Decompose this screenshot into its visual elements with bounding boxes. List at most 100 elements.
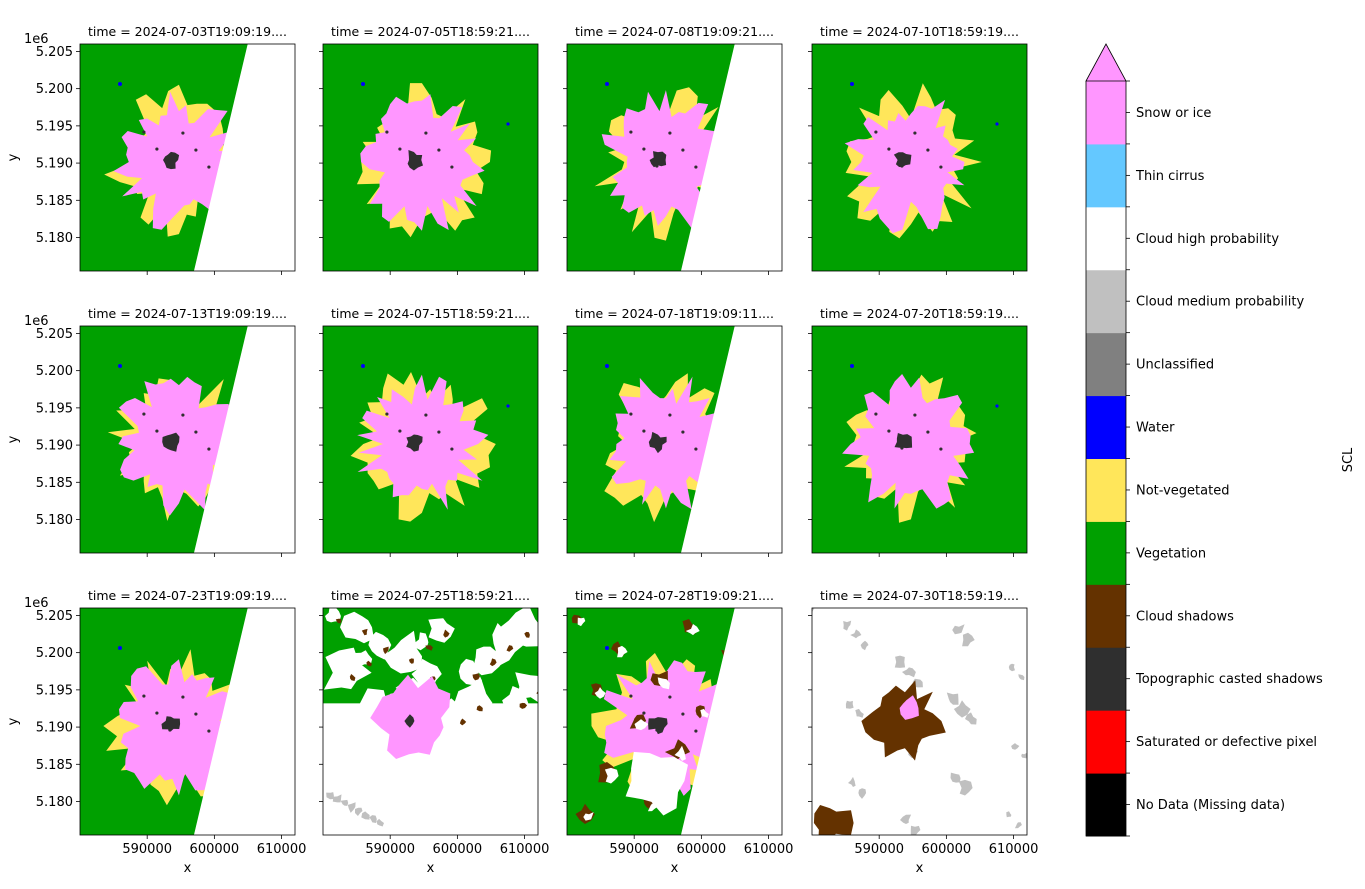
panel-title: time = 2024-07-08T19:09:21....	[575, 24, 774, 39]
scl-image	[80, 326, 295, 553]
x-tick-label: 590000	[854, 842, 904, 857]
y-offset-label: 1e6	[24, 596, 49, 611]
colorbar-label: Topographic casted shadows	[1135, 672, 1323, 687]
y-tick-label: 5.185	[36, 476, 73, 491]
x-tick-label: 590000	[122, 842, 172, 857]
y-tick-label: 5.200	[36, 646, 73, 661]
x-tick-label: 590000	[365, 842, 415, 857]
scl-image	[567, 608, 782, 835]
panel-frame	[322, 325, 539, 554]
panel-frame	[79, 43, 296, 272]
x-axis-label: x	[671, 861, 679, 876]
y-tick-label: 5.195	[36, 401, 73, 416]
y-tick-label: 5.185	[36, 758, 73, 773]
scl-image	[567, 326, 782, 553]
panel-4: time = 2024-07-10T18:59:19....	[808, 24, 1028, 275]
panel-title: time = 2024-07-23T19:09:19....	[88, 588, 287, 603]
colorbar-swatch	[1086, 269, 1126, 334]
x-tick-label: 610000	[500, 842, 550, 857]
panel-9: time = 2024-07-23T19:09:19.... 590000 6000…	[6, 588, 306, 876]
colorbar-label: Water	[1136, 421, 1175, 436]
y-tick-label: 5.195	[36, 683, 73, 698]
panel-title: time = 2024-07-13T19:09:19....	[88, 306, 287, 321]
colorbar-swatch	[1086, 332, 1126, 397]
y-tick-label: 5.200	[36, 82, 73, 97]
colorbar-label: Cloud high probability	[1136, 232, 1279, 247]
x-tick-label: 600000	[922, 842, 972, 857]
colorbar-label: No Data (Missing data)	[1136, 798, 1285, 813]
colorbar-swatch	[1086, 647, 1126, 711]
x-tick-label: 600000	[433, 842, 483, 857]
colorbar-swatch	[1086, 206, 1126, 271]
colorbar-swatch	[1086, 81, 1126, 145]
y-tick-label: 5.190	[36, 157, 73, 172]
panel-frame	[79, 607, 296, 836]
y-axis-label: y	[6, 717, 21, 725]
panel-frame	[79, 325, 296, 554]
x-axis-label: x	[916, 861, 924, 876]
x-axis-label: x	[427, 861, 435, 876]
y-tick-label: 5.195	[36, 119, 73, 134]
y-tick-label: 5.205	[36, 327, 73, 342]
panel-title: time = 2024-07-25T18:59:21....	[331, 588, 530, 603]
panel-5: time = 2024-07-13T19:09:19.... 5.180 5.185…	[6, 306, 296, 557]
scl-image	[80, 608, 295, 835]
colorbar-title: SCL	[1341, 447, 1356, 472]
colorbar-swatch	[1086, 143, 1126, 208]
panel-title: time = 2024-07-20T18:59:19....	[820, 306, 1019, 321]
panel-frame	[811, 325, 1028, 554]
y-tick-label: 5.180	[36, 513, 73, 528]
panel-11: time = 2024-07-28T19:09:21.... 590000 6000…	[563, 588, 793, 876]
colorbar-swatch	[1086, 395, 1126, 459]
panel-10: time = 2024-07-25T18:59:21.... 590000 6000…	[319, 588, 549, 876]
colorbar-outline	[1085, 81, 1127, 837]
x-tick-label: 600000	[677, 842, 727, 857]
y-offset-label: 1e6	[24, 32, 49, 47]
x-tick-label: 610000	[989, 842, 1039, 857]
y-tick-label: 5.205	[36, 609, 73, 624]
panel-frame	[566, 607, 783, 836]
y-tick-label: 5.180	[36, 231, 73, 246]
colorbar-label: Cloud medium probability	[1136, 295, 1304, 310]
panel-frame	[566, 325, 783, 554]
panel-frame	[322, 607, 539, 836]
panel-title: time = 2024-07-18T19:09:11....	[575, 306, 774, 321]
panel-7: time = 2024-07-18T19:09:11....	[563, 306, 783, 557]
scl-image	[323, 44, 538, 271]
panel-title: time = 2024-07-03T19:09:19....	[88, 24, 287, 39]
colorbar-swatch	[1086, 458, 1126, 522]
y-tick-label: 5.180	[36, 795, 73, 810]
x-tick-label: 590000	[609, 842, 659, 857]
x-tick-label: 600000	[190, 842, 240, 857]
scl-image	[323, 326, 538, 553]
panel-title: time = 2024-07-10T18:59:19....	[820, 24, 1019, 39]
y-tick-label: 5.190	[36, 721, 73, 736]
scl-image	[323, 608, 538, 835]
panel-6: time = 2024-07-15T18:59:21....	[319, 306, 539, 557]
panel-grid: time = 2024-07-03T19:09:19.... 5.180 5.185…	[6, 24, 1038, 876]
colorbar-swatch	[1086, 584, 1126, 648]
colorbar: No Data (Missing data) Saturated or defec…	[1085, 43, 1356, 837]
panel-frame	[322, 43, 539, 272]
x-tick-label: 610000	[257, 842, 307, 857]
scl-image	[812, 44, 1027, 271]
panel-frame	[566, 43, 783, 272]
colorbar-label: Saturated or defective pixel	[1136, 735, 1317, 750]
colorbar-label: Snow or ice	[1136, 106, 1211, 121]
colorbar-extend-arrow	[1085, 43, 1127, 82]
panel-12: time = 2024-07-30T18:59:19.... 590000 6000…	[808, 588, 1038, 876]
panel-title: time = 2024-07-30T18:59:19....	[820, 588, 1019, 603]
colorbar-swatch	[1086, 710, 1126, 774]
panel-frame	[811, 607, 1028, 836]
panel-8: time = 2024-07-20T18:59:19....	[808, 306, 1028, 557]
y-tick-label: 5.190	[36, 439, 73, 454]
x-axis-label: x	[184, 861, 192, 876]
colorbar-label: Thin cirrus	[1135, 169, 1205, 184]
y-tick-label: 5.200	[36, 364, 73, 379]
colorbar-label: Not-vegetated	[1136, 483, 1229, 498]
y-tick-label: 5.205	[36, 45, 73, 60]
panel-title: time = 2024-07-15T18:59:21....	[331, 306, 530, 321]
y-axis-label: y	[6, 153, 21, 161]
colorbar-label: Unclassified	[1136, 358, 1214, 373]
